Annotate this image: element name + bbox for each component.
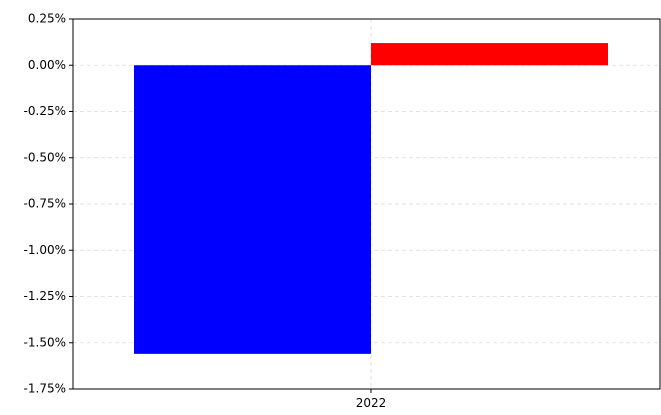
y-axis-ticks: 0.25% 0.00% -0.25% -0.50% -0.75% -1.00% -1.25%… — [24, 12, 73, 396]
y-tick-label: -0.75% — [24, 197, 66, 211]
bars — [134, 43, 608, 354]
y-tick-label: 0.00% — [28, 58, 66, 72]
y-tick-label: -1.00% — [24, 243, 66, 257]
y-tick-label: -0.50% — [24, 150, 66, 164]
y-tick-label: -1.75% — [24, 382, 66, 396]
bar-series-2 — [371, 43, 608, 66]
x-axis-ticks: 2022 — [356, 389, 387, 410]
bar-series-1 — [134, 65, 371, 354]
plot-frame — [72, 18, 661, 390]
y-tick-label: -1.25% — [24, 289, 66, 303]
y-tick-label: 0.25% — [28, 12, 66, 26]
y-tick-label: -0.25% — [24, 104, 66, 118]
x-tick-label: 2022 — [356, 396, 387, 410]
y-tick-label: -1.50% — [24, 335, 66, 349]
